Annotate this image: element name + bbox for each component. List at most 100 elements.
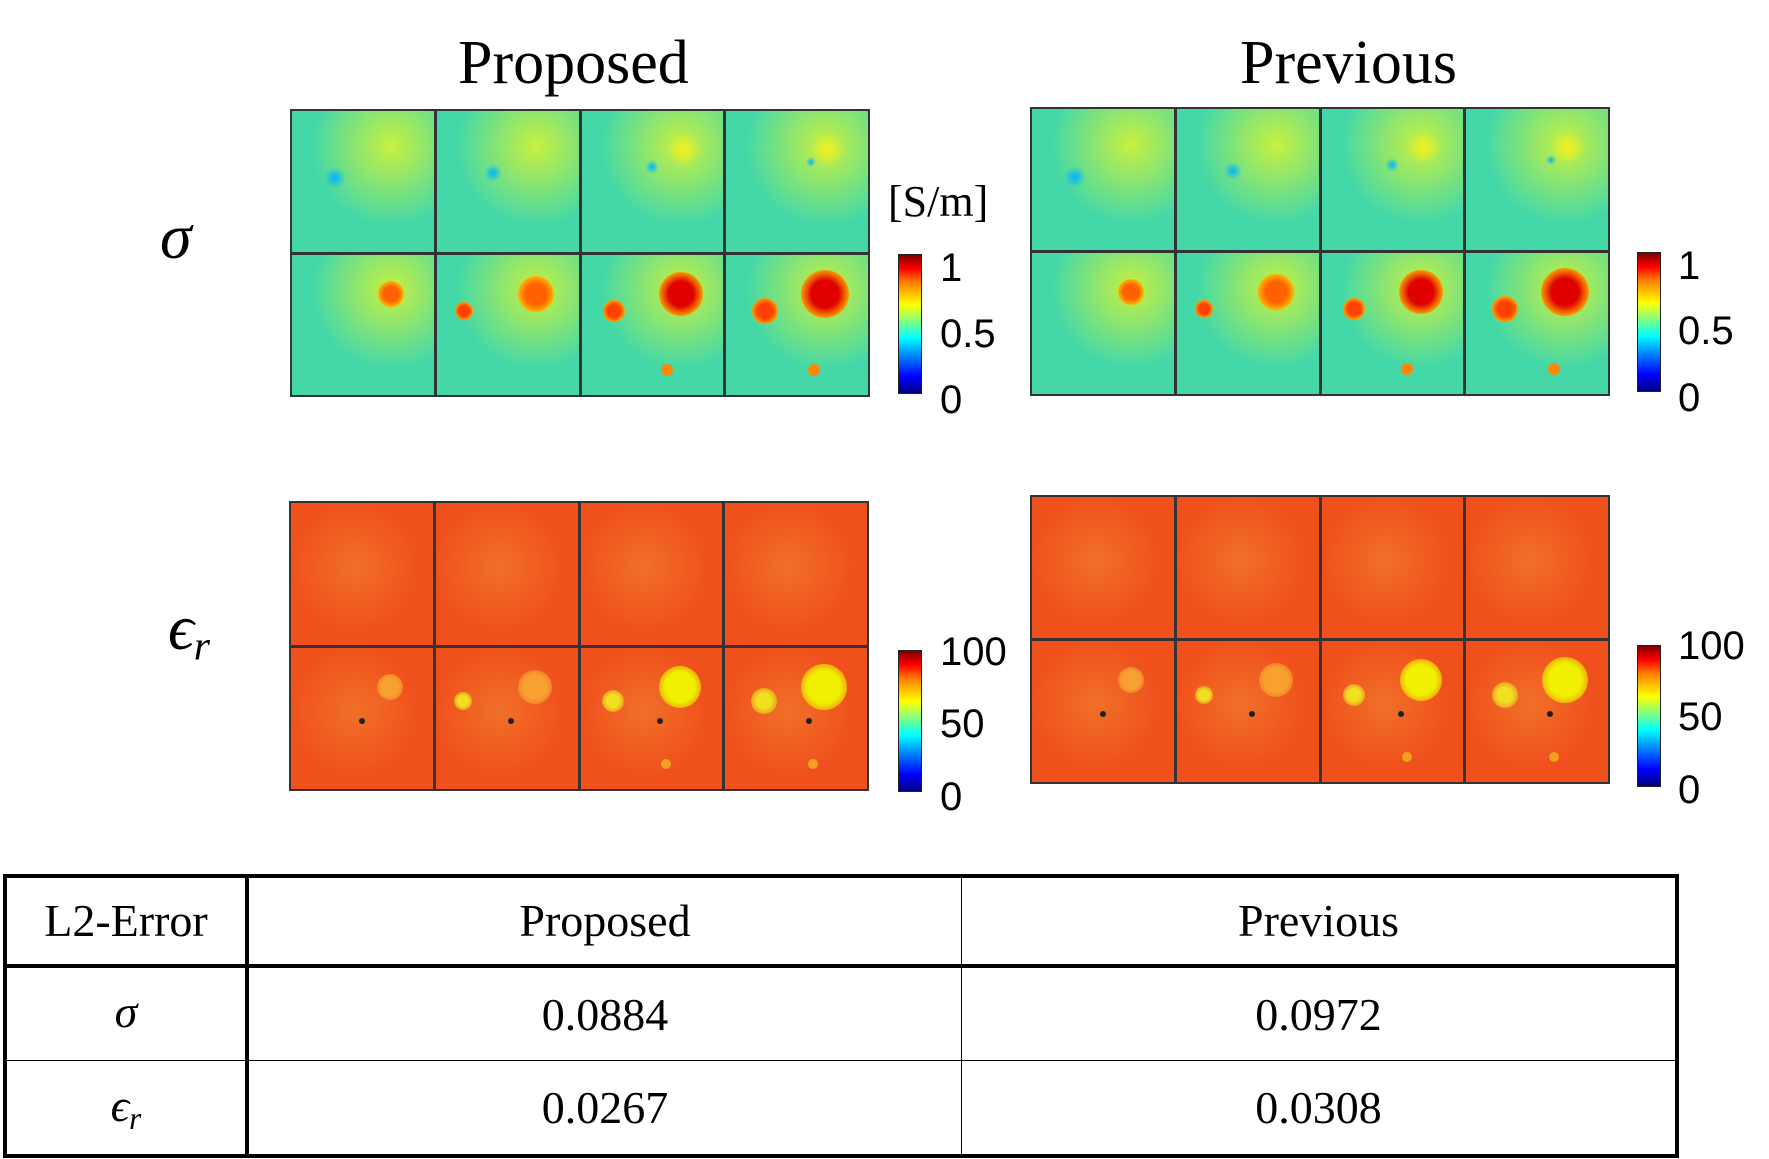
table-row: ϵr 0.0267 0.0308 (4, 1060, 1678, 1157)
image-panel (292, 254, 434, 395)
image-panel (1032, 253, 1174, 394)
eps-anomaly (658, 666, 701, 709)
eps-anomaly (1542, 657, 1589, 704)
eps-anomaly (1118, 667, 1145, 694)
eps-anomaly (1099, 711, 1106, 718)
image-panel (436, 254, 579, 395)
sigma-proposed-tick-1: 1 (940, 246, 963, 290)
sigma-anomaly (484, 163, 503, 182)
eps-anomaly (1397, 711, 1404, 718)
sigma-anomaly (1224, 162, 1243, 181)
sigma-anomaly (1194, 300, 1213, 319)
eps-anomaly (377, 674, 404, 701)
image-panel (1321, 253, 1464, 394)
eps-anomaly (660, 758, 671, 769)
eps-anomaly (602, 690, 625, 713)
eps-proposed-error: 0.0267 (246, 1060, 962, 1157)
eps-anomaly (453, 692, 472, 711)
sigma-anomaly (1257, 274, 1294, 311)
image-panel (292, 111, 434, 252)
image-panel (1176, 497, 1319, 638)
eps-anomaly (1399, 659, 1442, 702)
eps-anomaly (750, 688, 777, 715)
eps-proposed-panels (289, 501, 869, 791)
eps-anomaly (1491, 681, 1518, 708)
sigma-proposed-tick-0: 0 (940, 378, 963, 422)
sigma-anomaly (1546, 154, 1557, 165)
eps-anomaly (1248, 711, 1255, 718)
image-panel (291, 503, 433, 645)
eps-proposed-tick-0: 0 (940, 775, 963, 819)
sigma-anomaly (378, 280, 405, 307)
eps-anomaly (1258, 663, 1293, 698)
image-panel (725, 647, 867, 789)
row-label-epsilon: ϵr (168, 592, 210, 669)
sigma-anomaly (1118, 279, 1145, 306)
sigma-previous-panels (1030, 107, 1610, 396)
sigma-anomaly (666, 133, 701, 168)
sigma-anomaly (1491, 296, 1518, 323)
row-symbol-sigma: σ (4, 965, 249, 1062)
eps-previous-tick-0: 0 (1678, 768, 1701, 812)
image-panel (1032, 641, 1174, 782)
header-previous: Previous (961, 875, 1678, 968)
image-panel (580, 647, 723, 789)
eps-previous-tick-100: 100 (1678, 624, 1745, 668)
sigma-anomaly (323, 167, 346, 190)
image-panel (1032, 109, 1174, 250)
image-panel (1176, 641, 1319, 782)
sigma-anomaly (801, 269, 850, 318)
sigma-anomaly (1343, 298, 1366, 321)
row-symbol-epsilon: ϵr (4, 1060, 249, 1157)
sigma-anomaly (1548, 362, 1561, 375)
header-metric: L2-Error (4, 875, 249, 968)
eps-previous-error: 0.0308 (961, 1060, 1678, 1157)
image-panel (1321, 109, 1464, 250)
eps-anomaly (1343, 683, 1366, 706)
sigma-proposed-colorbar (898, 254, 922, 394)
sigma-anomaly (806, 156, 817, 167)
sigma-anomaly (808, 363, 821, 376)
sigma-anomaly (645, 160, 660, 175)
image-panel (1176, 253, 1319, 394)
image-panel (435, 647, 578, 789)
image-panel (725, 503, 867, 645)
eps-anomaly (1194, 685, 1213, 704)
sigma-anomaly (517, 275, 554, 312)
sigma-unit-label: [S/m] (888, 177, 989, 226)
eps-proposed-colorbar (898, 650, 922, 792)
eps-previous-colorbar (1637, 645, 1661, 787)
eps-anomaly (517, 670, 552, 705)
sigma-anomaly (454, 301, 473, 320)
sigma-previous-tick-05: 0.5 (1678, 309, 1734, 353)
sigma-anomaly (603, 299, 626, 322)
l2-error-table: L2-Error Proposed Previous σ 0.0884 0.09… (3, 874, 1679, 1158)
sigma-anomaly (1406, 131, 1441, 166)
row-label-sigma: σ (160, 201, 192, 272)
image-panel (581, 254, 724, 395)
eps-anomaly (1401, 751, 1412, 762)
column-title-proposed: Proposed (458, 29, 689, 97)
sigma-anomaly (658, 271, 703, 316)
image-panel (291, 647, 433, 789)
sigma-anomaly (1063, 165, 1086, 188)
image-panel (1032, 497, 1174, 638)
eps-anomaly (1549, 751, 1560, 762)
eps-anomaly (507, 718, 514, 725)
eps-anomaly (801, 664, 848, 711)
sigma-previous-tick-1: 1 (1678, 244, 1701, 288)
image-panel (1176, 109, 1319, 250)
sigma-previous-error: 0.0972 (961, 965, 1678, 1062)
image-panel (726, 111, 868, 252)
image-panel (1321, 641, 1464, 782)
image-panel (1466, 109, 1608, 250)
image-panel (726, 254, 868, 395)
sigma-anomaly (1400, 362, 1413, 375)
eps-anomaly (1546, 711, 1553, 718)
eps-anomaly (656, 718, 663, 725)
eps-anomaly (808, 758, 819, 769)
column-title-previous: Previous (1240, 29, 1457, 97)
image-panel (1466, 497, 1608, 638)
image-panel (1321, 497, 1464, 638)
eps-proposed-tick-50: 50 (940, 702, 985, 746)
